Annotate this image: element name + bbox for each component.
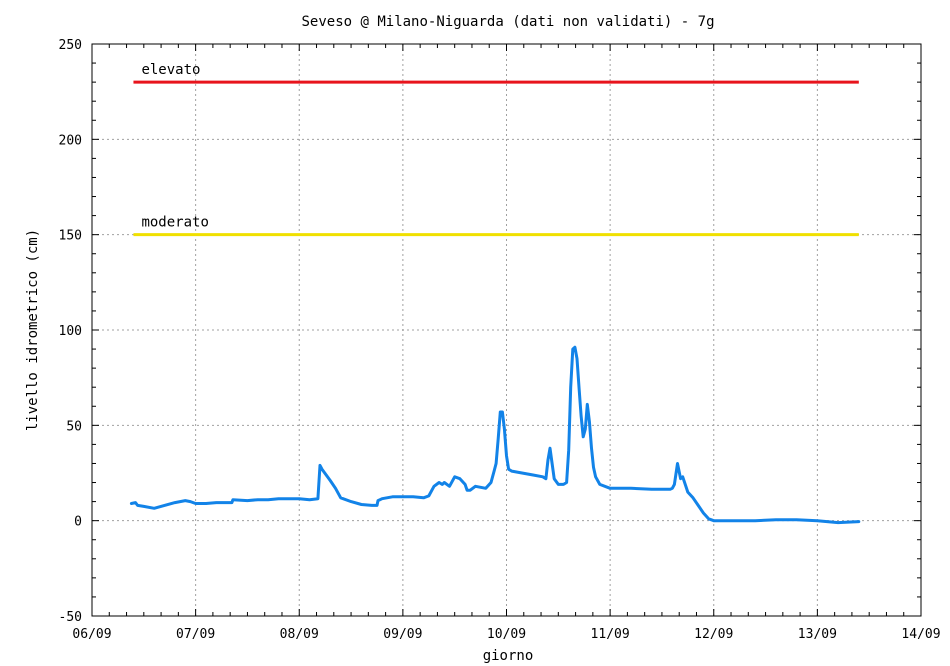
y-tick-label: 50 bbox=[66, 419, 82, 434]
water-level-series-line bbox=[129, 345, 861, 525]
y-tick-label: -50 bbox=[59, 610, 82, 625]
x-tick-label: 10/09 bbox=[487, 627, 526, 642]
x-tick-label: 14/09 bbox=[901, 627, 940, 642]
x-tick-label: 09/09 bbox=[383, 627, 422, 642]
y-tick-label: 250 bbox=[59, 38, 82, 53]
x-tick-label: 08/09 bbox=[280, 627, 319, 642]
y-tick-label: 100 bbox=[59, 324, 82, 339]
threshold-lines: elevato moderato bbox=[133, 62, 859, 237]
chart-title: Seveso @ Milano-Niguarda (dati non valid… bbox=[301, 14, 714, 30]
axis-ticks: -50 0 50 100 150 200 250 06/09 07/09 08/09 09/09 10… bbox=[59, 38, 941, 642]
x-tick-label: 06/09 bbox=[72, 627, 111, 642]
x-tick-label: 12/09 bbox=[694, 627, 733, 642]
x-tick-label: 11/09 bbox=[591, 627, 630, 642]
grid bbox=[92, 44, 921, 616]
y-axis-label: livello idrometrico (cm) bbox=[25, 229, 41, 431]
x-tick-label: 13/09 bbox=[798, 627, 837, 642]
y-tick-label: 200 bbox=[59, 133, 82, 148]
y-tick-label: 150 bbox=[59, 229, 82, 244]
threshold-label-moderato: moderato bbox=[141, 215, 208, 231]
y-tick-label: 0 bbox=[74, 515, 82, 530]
x-axis-label: giorno bbox=[483, 648, 534, 664]
x-tick-label: 07/09 bbox=[176, 627, 215, 642]
series-lines bbox=[129, 345, 861, 525]
threshold-label-elevato: elevato bbox=[141, 62, 200, 78]
